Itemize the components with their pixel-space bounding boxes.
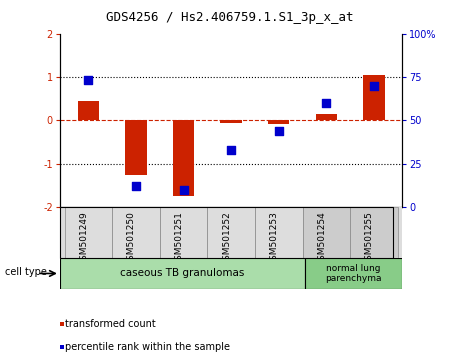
Point <box>274 128 282 133</box>
Point <box>179 187 187 193</box>
Point <box>322 100 329 106</box>
Text: GSM501254: GSM501254 <box>317 211 325 266</box>
Bar <box>304 258 402 289</box>
Bar <box>60 258 304 289</box>
Text: normal lung
parenchyma: normal lung parenchyma <box>325 264 381 283</box>
Bar <box>363 75 384 120</box>
Text: GSM501255: GSM501255 <box>364 211 373 266</box>
Text: percentile rank within the sample: percentile rank within the sample <box>65 342 230 352</box>
Point <box>227 147 235 153</box>
Point <box>84 78 92 83</box>
Text: caseous TB granulomas: caseous TB granulomas <box>120 268 244 279</box>
Bar <box>125 120 146 175</box>
Text: GSM501249: GSM501249 <box>79 211 88 266</box>
Text: GSM501253: GSM501253 <box>269 211 278 266</box>
Point <box>369 83 377 88</box>
Bar <box>315 114 336 120</box>
Bar <box>268 120 289 124</box>
Bar <box>78 101 99 120</box>
Bar <box>220 120 241 122</box>
Bar <box>64 207 112 258</box>
Text: transformed count: transformed count <box>65 319 156 329</box>
Bar <box>159 207 207 258</box>
Bar <box>173 120 194 196</box>
Point <box>132 183 140 189</box>
Text: GSM501250: GSM501250 <box>127 211 136 266</box>
Text: GDS4256 / Hs2.406759.1.S1_3p_x_at: GDS4256 / Hs2.406759.1.S1_3p_x_at <box>106 11 353 24</box>
Bar <box>349 207 397 258</box>
Bar <box>207 207 254 258</box>
Bar <box>254 207 302 258</box>
Text: GSM501252: GSM501252 <box>222 211 230 266</box>
Text: GSM501251: GSM501251 <box>174 211 183 266</box>
Bar <box>112 207 159 258</box>
Bar <box>302 207 349 258</box>
Text: cell type: cell type <box>5 267 46 277</box>
